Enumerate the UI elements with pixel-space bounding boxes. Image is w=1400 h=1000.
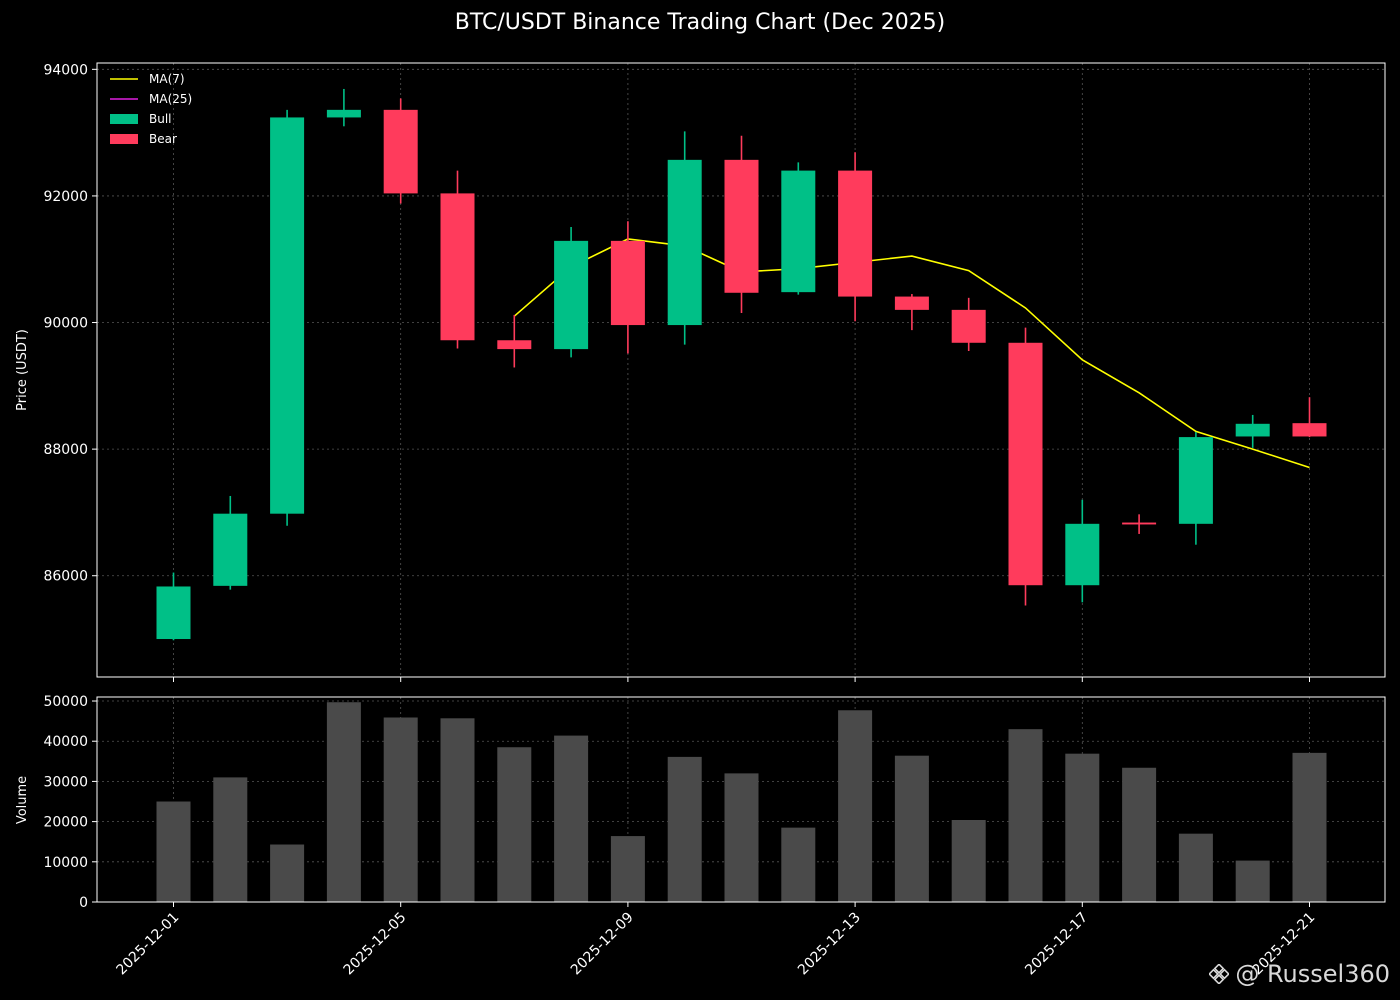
volume-y-tick-label: 30000 xyxy=(43,774,88,790)
volume-bar xyxy=(610,836,645,902)
binance-logo-icon xyxy=(1209,964,1230,984)
volume-bar xyxy=(1008,729,1043,902)
volume-bar xyxy=(497,747,532,902)
legend-label: Bull xyxy=(149,112,172,126)
bear-candle xyxy=(497,340,532,350)
volume-bar xyxy=(951,820,986,902)
volume-y-tick-label: 0 xyxy=(79,895,88,911)
price-y-tick-label: 88000 xyxy=(43,442,88,458)
bull-candle xyxy=(1178,437,1213,524)
volume-bar xyxy=(838,710,873,902)
bear-candle xyxy=(951,309,986,343)
volume-bar xyxy=(1292,752,1327,902)
legend-swatch-box xyxy=(110,114,138,124)
volume-bar xyxy=(1122,767,1157,902)
legend: MA(7) MA(25) Bull Bear xyxy=(110,72,192,146)
volume-bar xyxy=(270,844,305,902)
candle-layer xyxy=(156,88,1327,641)
x-tick-label: 2025-12-09 xyxy=(568,910,637,979)
volume-bar xyxy=(724,773,759,902)
bear-candle xyxy=(1008,342,1043,586)
price-y-tick-label: 90000 xyxy=(43,316,88,332)
bull-candle xyxy=(270,117,305,514)
bear-candle xyxy=(724,159,759,293)
volume-y-tick-label: 20000 xyxy=(43,815,88,831)
volume-bar xyxy=(326,702,361,902)
bull-candle xyxy=(156,586,191,640)
volume-bar xyxy=(383,717,418,902)
bull-candle xyxy=(1235,423,1270,437)
x-tick-label: 2025-12-05 xyxy=(341,910,410,979)
bear-candle xyxy=(838,170,873,297)
volume-bar xyxy=(554,735,589,902)
x-tick-label: 2025-12-17 xyxy=(1022,910,1091,979)
bull-candle xyxy=(554,240,589,350)
volume-y-tick-label: 40000 xyxy=(43,734,88,750)
bear-candle xyxy=(440,193,475,341)
volume-panel-frame xyxy=(96,696,1386,903)
bull-candle xyxy=(326,109,361,118)
volume-bar xyxy=(781,827,816,902)
volume-bar xyxy=(667,756,702,902)
volume-y-tick-label: 10000 xyxy=(43,855,88,871)
bear-candle xyxy=(1122,522,1157,525)
bear-candle xyxy=(383,109,418,194)
volume-y-tick-label: 50000 xyxy=(43,694,88,710)
ma-layer xyxy=(513,238,1310,469)
volume-axis-label: Volume xyxy=(15,776,30,824)
bull-candle xyxy=(667,159,702,326)
price-y-tick-label: 94000 xyxy=(43,62,88,78)
volume-bar xyxy=(213,777,248,902)
ma7-line xyxy=(513,238,1310,469)
legend-label: Bear xyxy=(149,132,177,146)
x-tick-label: 2025-12-01 xyxy=(113,910,182,979)
legend-label: MA(7) xyxy=(149,72,185,86)
price-y-tick-label: 86000 xyxy=(43,569,88,585)
bull-candle xyxy=(213,513,248,586)
volume-bar xyxy=(1178,833,1213,902)
bear-candle xyxy=(1292,423,1327,437)
price-y-tick-label: 92000 xyxy=(43,189,88,205)
volume-bar xyxy=(894,755,929,902)
bear-candle xyxy=(894,296,929,310)
volume-bar xyxy=(1235,860,1270,902)
x-tick-label: 2025-12-13 xyxy=(795,910,864,979)
volume-bar xyxy=(156,801,191,902)
volume-bar xyxy=(440,718,475,902)
price-axis-label: Price (USDT) xyxy=(15,329,30,411)
watermark-text: @ Russel360 xyxy=(1235,960,1390,988)
bull-candle xyxy=(1065,523,1100,586)
legend-swatch-box xyxy=(110,134,138,144)
bull-candle xyxy=(781,170,816,293)
volume-layer xyxy=(156,702,1327,902)
legend-label: MA(25) xyxy=(149,92,192,106)
price-panel-frame xyxy=(96,62,1386,678)
chart-title: BTC/USDT Binance Trading Chart (Dec 2025… xyxy=(454,10,946,35)
watermark: @ Russel360 xyxy=(1209,960,1390,988)
volume-bar xyxy=(1065,753,1100,902)
bear-candle xyxy=(610,240,645,326)
